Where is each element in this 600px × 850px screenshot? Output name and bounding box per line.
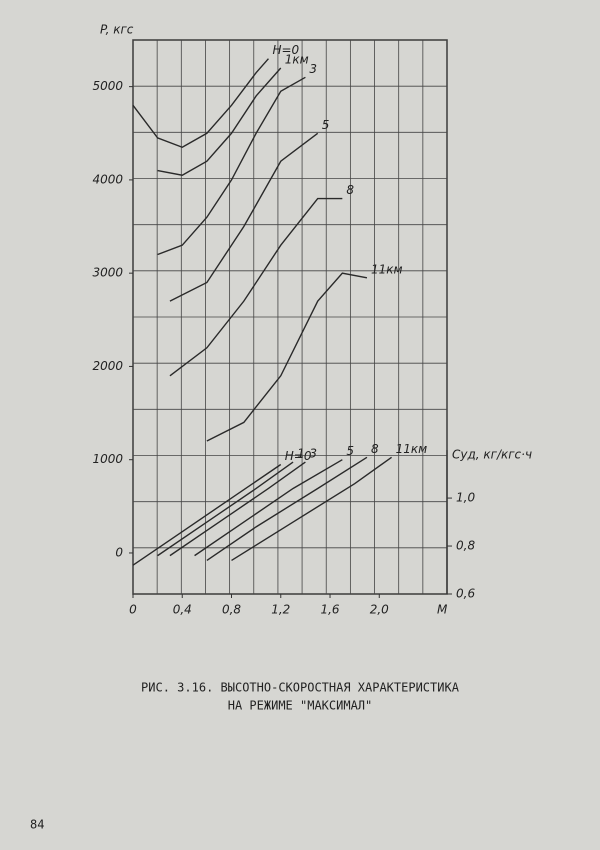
y2-tick-label: 0,8 — [456, 539, 475, 553]
y-tick-label: 2000 — [92, 359, 123, 373]
series-line — [169, 132, 319, 302]
x-tick-label: 0 — [129, 603, 137, 617]
series-label: 11км — [371, 262, 403, 276]
page-number: 84 — [30, 818, 44, 832]
x-tick-label: 2,0 — [370, 603, 389, 617]
series-line — [157, 67, 282, 176]
series-label: 8 — [346, 183, 354, 197]
x-tick-label: 0,8 — [222, 603, 241, 617]
y2-tick-label: 1,0 — [456, 491, 475, 505]
series-line — [206, 456, 368, 562]
y-tick-label: 0 — [115, 545, 123, 559]
series-label: 1 — [297, 447, 305, 461]
x-axis-label: M — [437, 603, 448, 617]
series-line — [169, 197, 343, 377]
x-tick-label: 1,6 — [320, 603, 339, 617]
y2-tick-label: 0,6 — [456, 587, 475, 601]
y-tick-label: 3000 — [92, 266, 123, 280]
series-line — [169, 461, 306, 557]
series-line — [231, 456, 392, 562]
series-line — [194, 459, 343, 557]
y-axis-label: P, кгс — [100, 23, 134, 37]
series-label: 11км — [396, 442, 428, 456]
caption-line: НА РЕЖИМЕ "МАКСИМАЛ" — [228, 699, 373, 713]
series-line — [206, 272, 368, 442]
series-label: 3 — [309, 62, 317, 76]
series-label: 5 — [322, 118, 330, 132]
y2-axis-label: Cуд, кг/кгс·ч — [452, 448, 532, 462]
series-line — [157, 461, 294, 557]
series-label: H=0 — [285, 449, 312, 463]
y-tick-label: 4000 — [92, 172, 123, 186]
x-tick-label: 0,4 — [173, 603, 192, 617]
y-tick-label: 1000 — [92, 452, 123, 466]
series-label: 1км — [285, 52, 309, 66]
y-tick-label: 5000 — [92, 79, 123, 93]
x-tick-label: 1,2 — [271, 603, 290, 617]
series-label: 3 — [309, 447, 317, 461]
caption-line: РИС. 3.16. ВЫСОТНО-СКОРОСТНАЯ ХАРАКТЕРИС… — [141, 681, 460, 695]
series-label: H=0 — [272, 43, 299, 57]
series-label: 5 — [346, 444, 354, 458]
series-line — [132, 463, 282, 566]
series-label: 8 — [371, 442, 379, 456]
series-line — [132, 58, 269, 149]
series-line — [157, 76, 306, 256]
